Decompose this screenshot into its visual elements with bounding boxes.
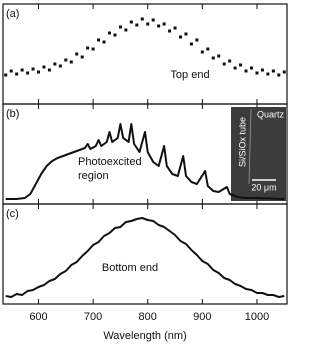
panel-frame	[2, 3, 288, 105]
data-point	[64, 58, 68, 62]
data-point	[184, 32, 188, 36]
x-tick-label: 600	[29, 311, 47, 323]
data-point	[282, 70, 286, 74]
annotation: region	[78, 170, 109, 182]
data-point	[135, 23, 139, 27]
data-point	[4, 73, 8, 77]
x-tick-label: 900	[193, 311, 211, 323]
data-point	[206, 47, 210, 51]
data-point	[151, 18, 155, 22]
data-point	[31, 67, 35, 71]
data-point	[108, 31, 111, 35]
data-point	[9, 69, 13, 73]
data-point	[42, 65, 46, 69]
data-point	[75, 52, 79, 56]
annotation: Bottom end	[102, 262, 158, 274]
data-point	[173, 26, 177, 30]
data-point	[233, 66, 237, 70]
data-point	[80, 55, 84, 59]
data-point	[146, 22, 150, 26]
panel-label: (b)	[6, 108, 19, 120]
data-point	[255, 71, 259, 75]
data-point	[91, 47, 95, 51]
data-point	[211, 56, 215, 60]
tube-edge	[248, 108, 252, 185]
spectrum-line	[5, 123, 285, 200]
data-point	[189, 42, 193, 46]
panel-label: (c)	[6, 208, 19, 220]
panel-frame	[2, 203, 288, 305]
x-tick-label: 1000	[245, 311, 269, 323]
figure: (a) Top end Quartz Si/SiOx tube 20 μm (b) Phot…	[2, 3, 288, 342]
inset-image	[231, 107, 286, 201]
data-point	[271, 69, 275, 73]
data-point	[140, 17, 144, 21]
data-point	[118, 25, 122, 29]
data-point	[277, 73, 281, 77]
data-point	[260, 68, 264, 72]
data-point	[15, 72, 19, 76]
data-point	[217, 54, 221, 58]
data-point	[179, 35, 182, 39]
data-point	[162, 22, 166, 26]
x-tick-label: 700	[84, 311, 102, 323]
inset-label: Si/SiOx tube	[237, 117, 247, 167]
data-point	[47, 68, 51, 72]
x-axis-label: Wavelength (nm)	[103, 330, 186, 342]
data-point	[97, 38, 101, 42]
data-point	[157, 24, 161, 28]
data-point	[129, 20, 133, 24]
data-point	[195, 38, 199, 42]
inset-label: 20 μm	[251, 182, 276, 192]
data-point	[168, 29, 172, 33]
spectrum-line	[5, 217, 285, 298]
data-point	[239, 63, 243, 67]
data-point	[53, 62, 57, 66]
data-point	[86, 46, 90, 50]
x-tick-label: 800	[139, 311, 157, 323]
data-point	[102, 40, 106, 44]
data-point	[250, 66, 253, 70]
annotation: Top end	[170, 69, 209, 81]
data-point	[200, 50, 204, 54]
annotation: Photoexcited	[78, 156, 142, 168]
data-point	[228, 59, 232, 63]
data-point	[20, 68, 24, 72]
data-point	[58, 64, 62, 68]
data-point	[222, 62, 226, 66]
data-point	[69, 60, 73, 64]
data-point	[244, 69, 248, 73]
data-point	[37, 70, 40, 74]
data-point	[26, 71, 30, 75]
data-point	[113, 33, 117, 37]
data-point	[266, 72, 270, 76]
data-point	[124, 28, 128, 32]
inset-label: Quartz	[257, 109, 285, 119]
panel-label: (a)	[6, 8, 19, 20]
